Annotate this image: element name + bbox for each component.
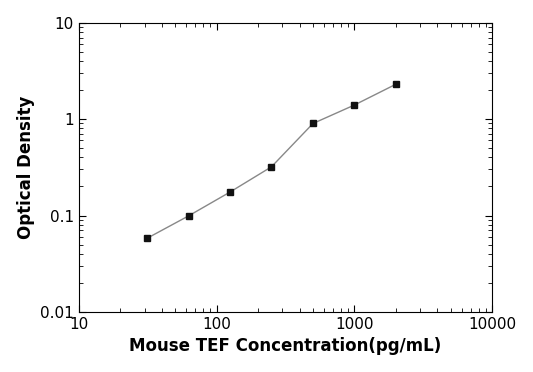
Y-axis label: Optical Density: Optical Density [17, 96, 35, 239]
X-axis label: Mouse TEF Concentration(pg/mL): Mouse TEF Concentration(pg/mL) [130, 337, 442, 355]
